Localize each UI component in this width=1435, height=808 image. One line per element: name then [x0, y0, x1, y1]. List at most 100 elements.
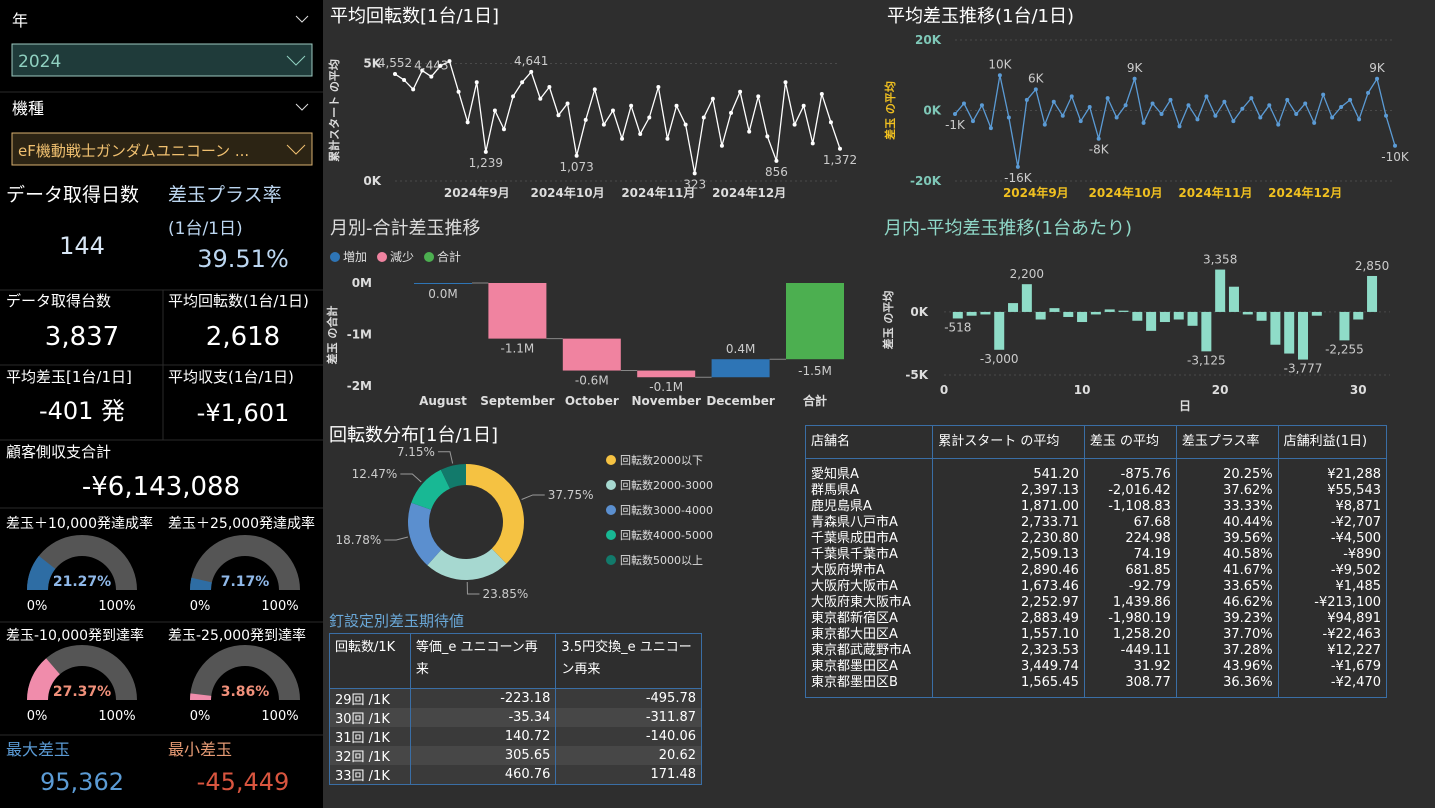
- x-tick-label: December: [706, 394, 775, 408]
- data-label: 9K: [1369, 61, 1386, 75]
- cell: 460.76: [409, 765, 557, 785]
- bar: [1339, 311, 1350, 341]
- cell: 31.92: [1083, 659, 1177, 675]
- row: 大阪府大阪市A 1,673.46 -92.79 33.65% ¥1,485: [804, 579, 1388, 595]
- point: [1195, 117, 1200, 122]
- cell: 171.48: [555, 765, 702, 785]
- gauge-title: 差玉-10,000発到達率: [6, 627, 144, 644]
- gauge-max: 100%: [261, 709, 298, 724]
- x-tick-label: 2024年9月: [1003, 185, 1069, 200]
- point: [1249, 96, 1254, 101]
- bar: [1242, 311, 1253, 315]
- row: 千葉県千葉市A 2,509.13 74.19 40.58% -¥890: [804, 547, 1388, 563]
- x-tick-label: 10: [1074, 383, 1091, 397]
- cell: -92.79: [1083, 579, 1177, 595]
- card-label: 顧客側収支合計: [6, 443, 111, 461]
- legend-swatch: [606, 555, 616, 565]
- leader-line: [466, 581, 480, 595]
- cell: -¥213,100: [1277, 595, 1388, 611]
- bar: [1187, 311, 1198, 326]
- model-dropdown[interactable]: [11, 132, 313, 166]
- gauge-value: [190, 693, 212, 700]
- card-value: 95,362: [40, 768, 124, 796]
- data-label: 856: [765, 165, 788, 179]
- cell: -¥1,679: [1277, 659, 1388, 675]
- point: [710, 96, 715, 101]
- point: [1285, 97, 1290, 102]
- legend-label: 合計: [437, 249, 461, 264]
- cell: 3,449.74: [932, 659, 1085, 675]
- point: [1204, 94, 1209, 99]
- point: [692, 171, 697, 176]
- legend-swatch: [377, 252, 388, 262]
- column-header: 累計スタート の平均: [932, 425, 1085, 459]
- data-label: 37.75%: [548, 488, 594, 502]
- y-tick-label: 0M: [352, 276, 372, 290]
- gauge-label: 21.27%: [53, 574, 111, 590]
- cell: 2,733.71: [932, 515, 1085, 531]
- data-label: -0.1M: [649, 380, 683, 394]
- slicer-value: 2024: [18, 52, 61, 72]
- legend-swatch: [424, 252, 435, 262]
- cell: 千葉県千葉市A: [804, 547, 934, 563]
- row: 32回 /1K 305.65 20.62: [329, 746, 702, 765]
- cell: 140.72: [409, 727, 557, 746]
- row: 大阪府堺市A 2,890.46 681.85 41.67% -¥9,502: [804, 563, 1388, 579]
- point: [756, 94, 761, 99]
- row: 千葉県成田市A 2,230.80 224.98 39.56% -¥4,500: [804, 531, 1388, 547]
- bar: [414, 283, 472, 284]
- point: [979, 103, 984, 108]
- donut-slice: [466, 464, 524, 564]
- bar: [1284, 311, 1295, 354]
- gauge-max: 100%: [261, 599, 298, 614]
- point: [511, 94, 516, 99]
- data-label: 0.4M: [726, 342, 755, 356]
- bar: [562, 338, 621, 371]
- column-header: 差玉 の平均: [1083, 425, 1177, 459]
- cell: ¥8,871: [1277, 499, 1388, 515]
- bar: [1077, 311, 1088, 323]
- y-tick-label: 0K: [910, 305, 928, 319]
- data-label: 18.78%: [336, 533, 382, 547]
- point: [1123, 103, 1128, 108]
- cell: ¥12,227: [1277, 643, 1388, 659]
- bar: [1035, 311, 1046, 320]
- point: [828, 120, 833, 125]
- cell: -140.06: [555, 727, 702, 746]
- point: [438, 63, 443, 68]
- y-tick-label: -2M: [347, 379, 372, 393]
- axis-title: 差玉 の平均: [883, 81, 897, 140]
- donut-slice: [407, 502, 442, 566]
- point: [961, 101, 966, 106]
- cell: 東京都新宿区A: [804, 611, 934, 627]
- gauge-value: [27, 555, 56, 590]
- year-dropdown[interactable]: [11, 43, 313, 77]
- column-header: 店舗利益(1日): [1277, 425, 1388, 459]
- row: 愛知県A 541.20 -875.76 20.25% ¥21,288: [804, 458, 1388, 483]
- y-tick-label: -20K: [910, 174, 942, 188]
- leader-line: [400, 473, 422, 483]
- point: [783, 80, 788, 85]
- cell: ¥1,485: [1277, 579, 1388, 595]
- chart-title: 回転数分布[1台/1日]: [329, 425, 498, 446]
- data-label: 10K: [988, 57, 1012, 71]
- point: [456, 89, 461, 94]
- store-table: 店舗名 累計スタート の平均 差玉 の平均 差玉プラス率 店舗利益(1日) 愛知県A 541…: [804, 425, 1388, 698]
- bar: [1215, 269, 1226, 312]
- point: [1006, 115, 1011, 120]
- card-value: -¥6,143,088: [82, 472, 240, 502]
- cell: 1,439.86: [1083, 595, 1177, 611]
- cell: -¥22,463: [1277, 627, 1388, 643]
- data-label: 6K: [1028, 71, 1045, 85]
- cell: 2,890.46: [932, 563, 1085, 579]
- cell: 37.62%: [1175, 483, 1279, 499]
- gauge-min: 0%: [190, 709, 211, 724]
- point: [997, 73, 1002, 78]
- data-label: -1.5M: [798, 364, 832, 378]
- cell: 41.67%: [1175, 563, 1279, 579]
- legend-label: 減少: [390, 249, 414, 264]
- data-label: 1,239: [469, 156, 503, 170]
- cell: [804, 691, 934, 698]
- row: 33回 /1K 460.76 171.48: [329, 765, 702, 785]
- gauge-min: 0%: [27, 709, 48, 724]
